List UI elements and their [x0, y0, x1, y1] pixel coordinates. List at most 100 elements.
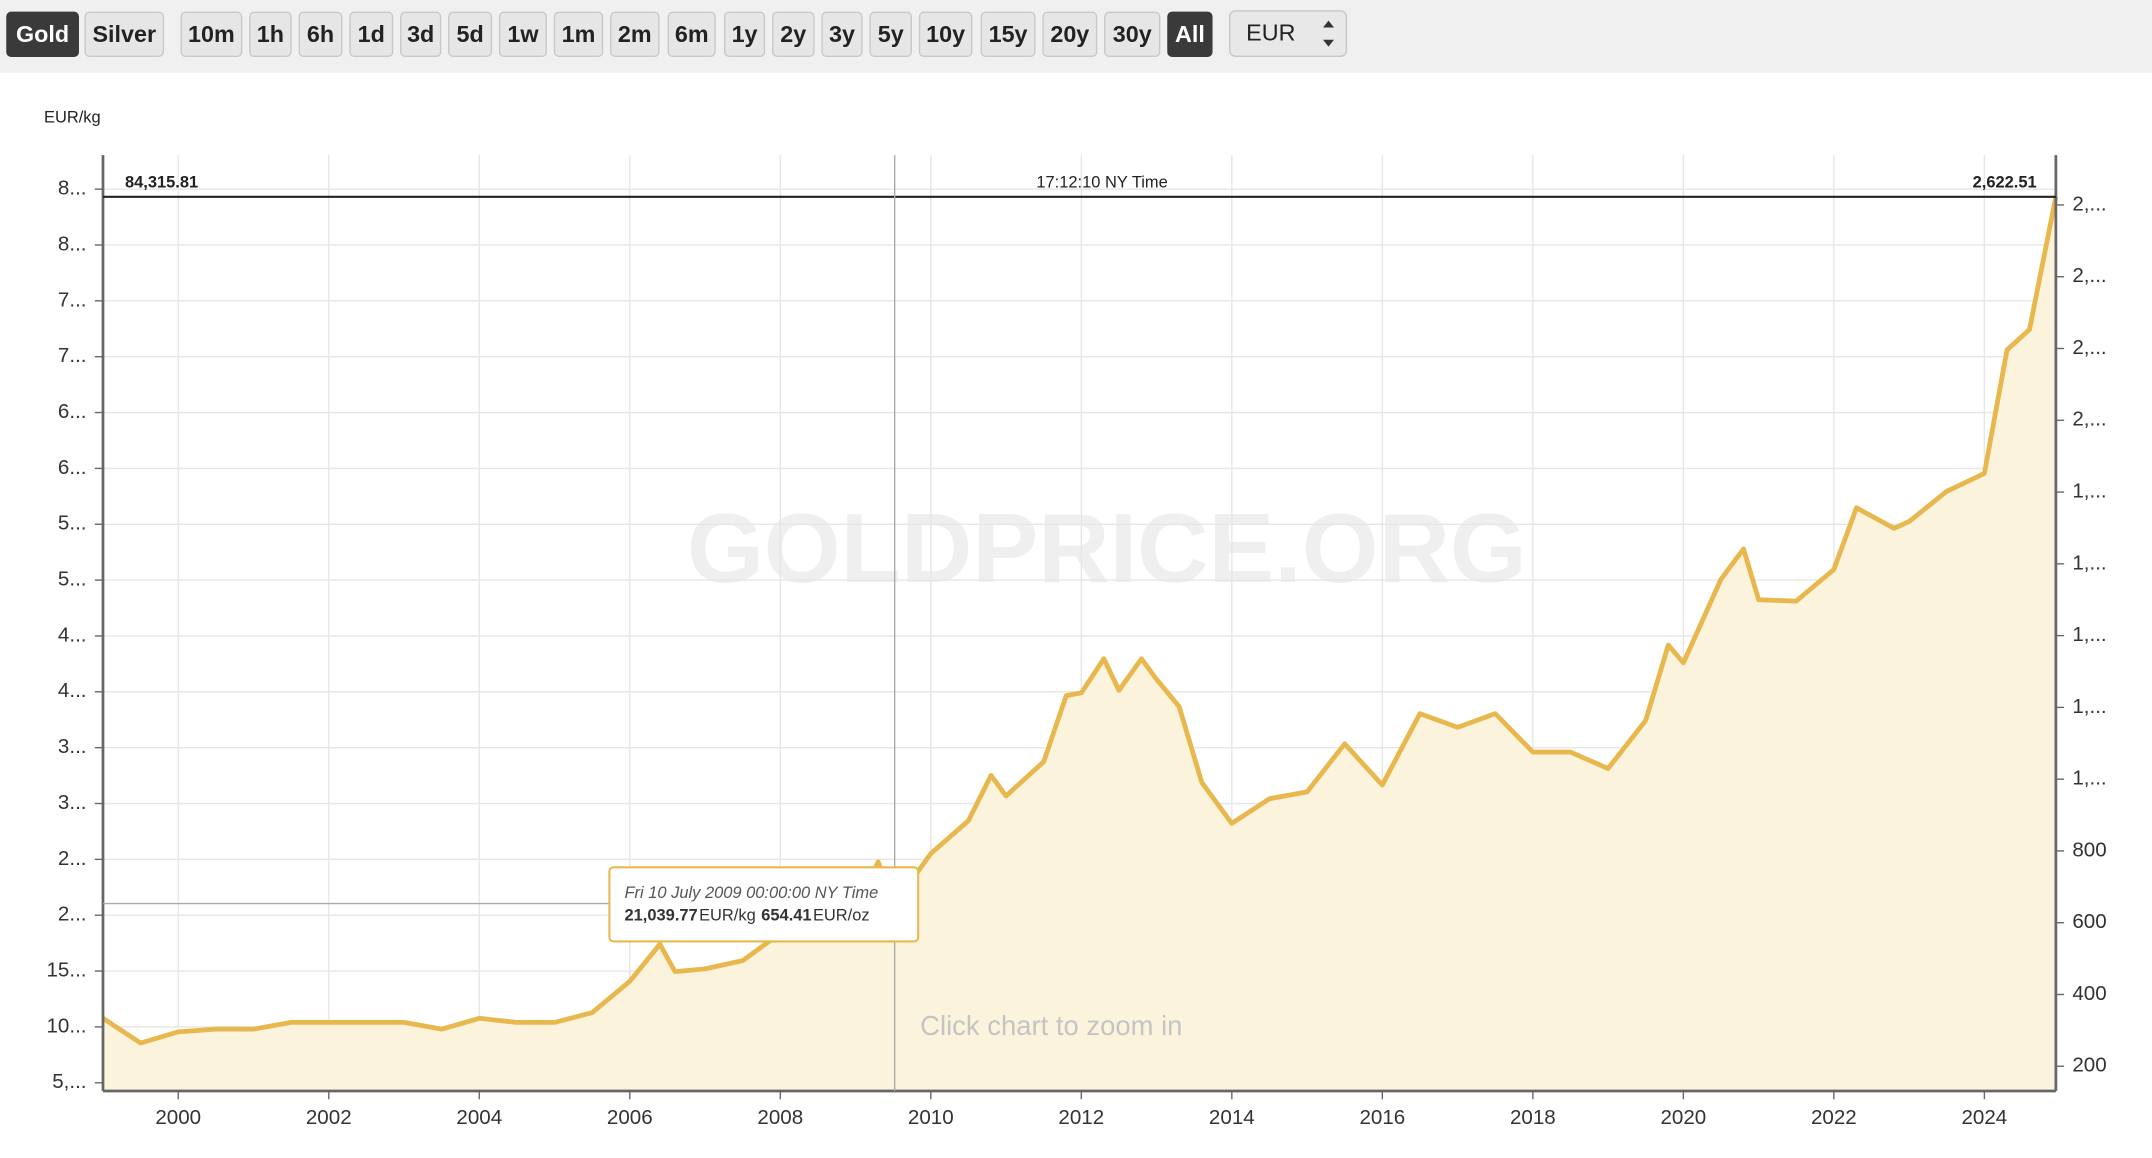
button-label: 1d [358, 21, 385, 47]
tooltip-values: 21,039.77EUR/kg 654.41EUR/oz [624, 907, 869, 925]
y2-tick-label: 1,... [2072, 695, 2106, 718]
button-bg [553, 11, 604, 57]
button-bg [1104, 11, 1161, 57]
range-button[interactable]: 15y [980, 11, 1036, 57]
y-tick-label: 6... [58, 456, 87, 479]
button-label: 1w [507, 21, 539, 47]
range-button[interactable]: Gold [6, 11, 79, 57]
button-bg [1042, 11, 1098, 57]
y2-tick-label: 1,... [2072, 480, 2106, 503]
y2-tick-label: 400 [2072, 982, 2106, 1005]
range-button[interactable]: 1m [553, 11, 604, 57]
range-button[interactable]: 5y [869, 11, 913, 57]
current-price-label: 84,315.81 [125, 173, 198, 191]
y-axis-label: EUR/kg [44, 108, 101, 126]
y-tick-label: 15... [46, 958, 86, 981]
y-tick-label: 8... [58, 232, 87, 255]
range-button[interactable]: 30y [1104, 11, 1161, 57]
y-tick-label: 4... [58, 679, 87, 702]
x-tick-label: 2004 [456, 1106, 502, 1129]
button-label: 3d [407, 21, 434, 47]
range-button[interactable]: 3y [821, 11, 863, 57]
range-button[interactable]: 1h [249, 11, 292, 57]
range-button[interactable]: 1y [723, 11, 766, 57]
select-value: EUR [1246, 19, 1295, 45]
button-label: 10y [926, 21, 965, 47]
y-tick-label: 6... [58, 400, 87, 423]
button-bg [667, 11, 716, 57]
tooltip-value-label: 21,039.77 [624, 907, 697, 925]
x-tick-label: 2010 [908, 1106, 954, 1129]
y2-tick-label: 1,... [2072, 551, 2106, 574]
y-tick-label: 3... [58, 735, 87, 758]
y-tick-label: 10... [46, 1014, 86, 1037]
button-label: 10m [188, 21, 235, 47]
y-tick-label: 2... [58, 847, 87, 870]
range-button[interactable]: 2m [610, 11, 660, 57]
button-bg [723, 11, 766, 57]
x-tick-label: 2016 [1359, 1106, 1405, 1129]
tooltip-date: Fri 10 July 2009 00:00:00 NY Time [624, 884, 878, 902]
button-bg [918, 11, 973, 57]
x-tick-label: 2008 [757, 1106, 803, 1129]
y2-tick-label: 2,... [2072, 408, 2106, 431]
y-tick-label: 7... [58, 344, 87, 367]
y-tick-label: 3... [58, 791, 87, 814]
button-bg [84, 11, 165, 57]
y2-tick-label: 600 [2072, 910, 2106, 933]
select-arrows [1323, 20, 1335, 47]
button-label: 5y [878, 21, 904, 47]
button-bg [1167, 11, 1213, 57]
x-tick-label: 2024 [1961, 1106, 2007, 1129]
button-label: 2y [780, 21, 806, 47]
range-button[interactable]: 3d [400, 11, 442, 57]
y-tick-label: 5,... [52, 1070, 86, 1093]
y2-tick-label: 2,... [2072, 336, 2106, 359]
range-button[interactable]: 6h [298, 11, 343, 57]
current-oz-label: 2,622.51 [1973, 173, 2037, 191]
tooltip-value2-label: 654.41 [761, 907, 811, 925]
button-bg [180, 11, 243, 57]
button-label: 5d [456, 21, 483, 47]
x-tick-label: 2006 [607, 1106, 653, 1129]
button-bg [869, 11, 913, 57]
tooltip-unit2: EUR/oz [813, 907, 870, 925]
select-bg [1229, 10, 1348, 57]
area-fill [102, 196, 2056, 1092]
x-tick-label: 2022 [1811, 1106, 1857, 1129]
button-bg [6, 11, 79, 57]
x-tick-label: 2018 [1510, 1106, 1556, 1129]
button-bg [400, 11, 442, 57]
button-bg [610, 11, 660, 57]
currency-select[interactable]: EUR [1229, 10, 1348, 57]
y2-tick-label: 1,... [2072, 767, 2106, 790]
range-button[interactable]: Silver [84, 11, 165, 57]
button-bg [498, 11, 547, 57]
y2-tick-label: 2,... [2072, 192, 2106, 215]
y2-tick-label: 200 [2072, 1054, 2106, 1077]
button-label: 30y [1113, 21, 1152, 47]
range-button[interactable]: 20y [1042, 11, 1098, 57]
x-tick-label: 2014 [1209, 1106, 1255, 1129]
tooltip-box [608, 866, 920, 943]
range-button[interactable]: All [1167, 11, 1213, 57]
y-tick-label: 5... [58, 568, 87, 591]
button-label: 1y [732, 21, 758, 47]
button-bg [298, 11, 343, 57]
range-button[interactable]: 2y [772, 11, 815, 57]
range-button[interactable]: 10m [180, 11, 243, 57]
range-button[interactable]: 1w [498, 11, 547, 57]
button-bg [349, 11, 394, 57]
button-label: 15y [989, 21, 1028, 47]
range-button[interactable]: 1d [349, 11, 394, 57]
y2-tick-label: 1,... [2072, 623, 2106, 646]
range-button[interactable]: 6m [667, 11, 716, 57]
button-label: Gold [16, 21, 69, 47]
range-button[interactable]: 5d [448, 11, 493, 57]
range-button[interactable]: 10y [918, 11, 973, 57]
y-tick-label: 8... [58, 177, 87, 200]
tooltip: Fri 10 July 2009 00:00:00 NY Time 21,039.… [608, 866, 920, 943]
y-tick-label: 7... [58, 288, 87, 311]
tooltip-unit: EUR/kg [699, 907, 756, 925]
